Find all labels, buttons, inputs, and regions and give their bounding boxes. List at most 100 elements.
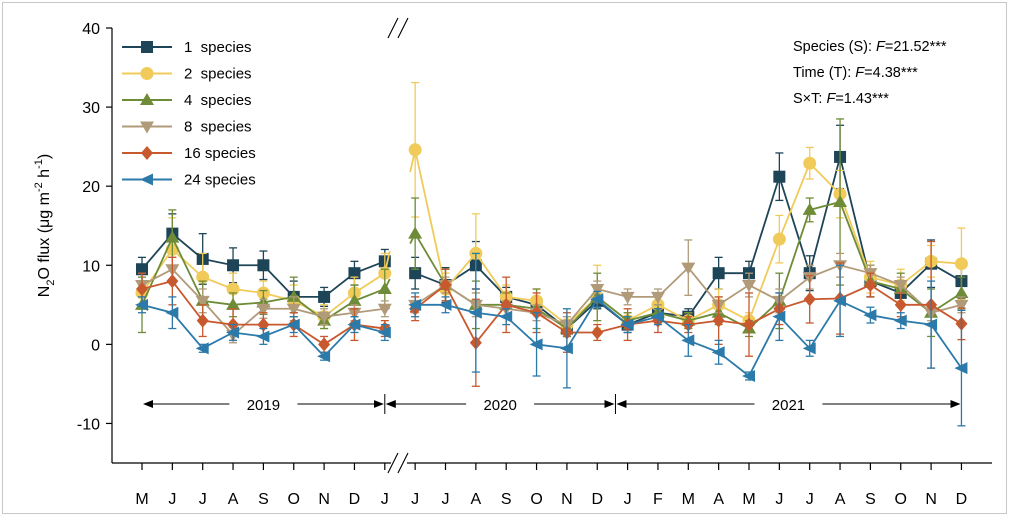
x-tick-label: A: [713, 491, 724, 508]
marker-square: [409, 267, 422, 280]
x-tick-label: J: [806, 491, 814, 508]
marker-square: [773, 170, 786, 183]
marker-triangle-left: [954, 362, 968, 375]
marker-triangle-left: [317, 350, 331, 363]
series-line: [409, 149, 962, 326]
x-tick-label: N: [561, 491, 573, 508]
marker-triangle-left: [772, 310, 786, 323]
year-label: 2020: [483, 397, 516, 414]
legend-label: 24 species: [184, 172, 256, 189]
y-tick-label: 40: [82, 21, 100, 38]
marker-diamond: [196, 313, 209, 328]
stat-label: S×T:: [793, 91, 826, 107]
y-axis-label-part: -2: [33, 182, 45, 192]
y-axis-label-part: 2: [45, 280, 57, 286]
marker-triangle-left: [347, 318, 361, 331]
marker-triangle-left: [893, 314, 907, 327]
marker-square: [136, 263, 148, 276]
y-axis-label-part: h: [36, 169, 53, 182]
marker-triangle-left: [711, 346, 725, 359]
x-tick-label: J: [168, 491, 176, 508]
legend-label: 4 species: [184, 92, 252, 109]
axis-break-mark: [397, 452, 409, 474]
y-axis-label-part: -1: [33, 159, 45, 169]
marker-circle: [226, 282, 240, 296]
marker-triangle-up: [286, 289, 301, 302]
marker-triangle-down: [681, 262, 696, 275]
marker-triangle-left: [286, 318, 300, 331]
marker-square: [712, 267, 725, 280]
x-tick-label: D: [591, 491, 603, 508]
series-layer: [135, 81, 969, 427]
marker-square: [227, 259, 240, 272]
y-tick-label: 20: [82, 179, 100, 196]
marker-square: [348, 267, 361, 280]
marker-triangle-up: [140, 93, 154, 105]
stat-value: =4.38***: [864, 65, 918, 81]
marker-diamond: [864, 278, 877, 293]
marker-triangle-down: [620, 291, 635, 304]
y-tick-label: 30: [82, 100, 100, 117]
marker-diamond: [803, 292, 816, 307]
axis-break-mask: [390, 23, 407, 33]
legend-label: 1 species: [184, 39, 252, 56]
marker-triangle-left: [468, 306, 482, 319]
marker-diamond: [136, 282, 148, 296]
legend-label: 8 species: [184, 119, 252, 136]
stat-value: =21.52***: [885, 39, 947, 55]
marker-triangle-left: [742, 370, 755, 382]
marker-triangle-left: [408, 298, 422, 311]
marker-diamond: [141, 146, 153, 160]
stat-symbol: F: [826, 91, 836, 107]
marker-diamond: [439, 278, 452, 293]
marker-circle: [772, 232, 786, 246]
marker-diamond: [894, 297, 907, 312]
series-line: [409, 156, 962, 330]
marker-triangle-left: [681, 334, 695, 347]
marker-circle: [954, 257, 968, 271]
series-line: [141, 268, 390, 337]
marker-triangle-up: [347, 293, 362, 306]
marker-triangle-up: [833, 195, 848, 207]
year-label: 2019: [247, 397, 280, 414]
marker-circle: [803, 156, 817, 170]
x-tick-label: A: [471, 491, 482, 508]
x-tick-label: D: [956, 491, 968, 508]
statistics-annotation: Species (S): F=21.52***Time (T): F=4.38*…: [793, 39, 947, 107]
series-line: [410, 264, 962, 326]
x-tick-label: O: [895, 491, 907, 508]
marker-triangle-down: [256, 303, 271, 316]
marker-triangle-left: [559, 342, 573, 355]
marker-triangle-up: [165, 230, 180, 243]
marker-triangle-down: [195, 295, 210, 308]
marker-triangle-left: [438, 298, 452, 311]
x-tick-label: D: [349, 491, 361, 508]
x-tick-label: O: [288, 491, 300, 508]
x-tick-label: J: [199, 491, 207, 508]
x-tick-label: J: [411, 491, 419, 508]
marker-triangle-down: [140, 121, 154, 134]
marker-diamond: [591, 325, 604, 340]
marker-triangle-left: [226, 326, 240, 339]
marker-circle: [196, 270, 210, 284]
marker-triangle-down: [650, 291, 665, 304]
marker-square: [318, 290, 331, 303]
marker-triangle-up: [408, 226, 423, 239]
series-line: [141, 235, 391, 322]
series-6: [135, 252, 968, 427]
marker-triangle-down: [893, 280, 908, 293]
x-tick-label: A: [835, 491, 846, 508]
y-tick-label: 0: [91, 337, 100, 354]
marker-triangle-left: [256, 330, 270, 343]
legend: 1 species 2 species 4 species 8 species 16 s…: [122, 39, 256, 189]
x-tick-label: N: [318, 491, 330, 508]
year-spans: 2019 2020 2021: [143, 394, 961, 414]
axis-break-mark: [387, 17, 399, 39]
marker-circle: [140, 67, 154, 80]
marker-triangle-up: [377, 282, 392, 294]
marker-triangle-up: [226, 297, 241, 310]
marker-triangle-up: [802, 202, 817, 215]
x-tick-label: J: [442, 491, 450, 508]
